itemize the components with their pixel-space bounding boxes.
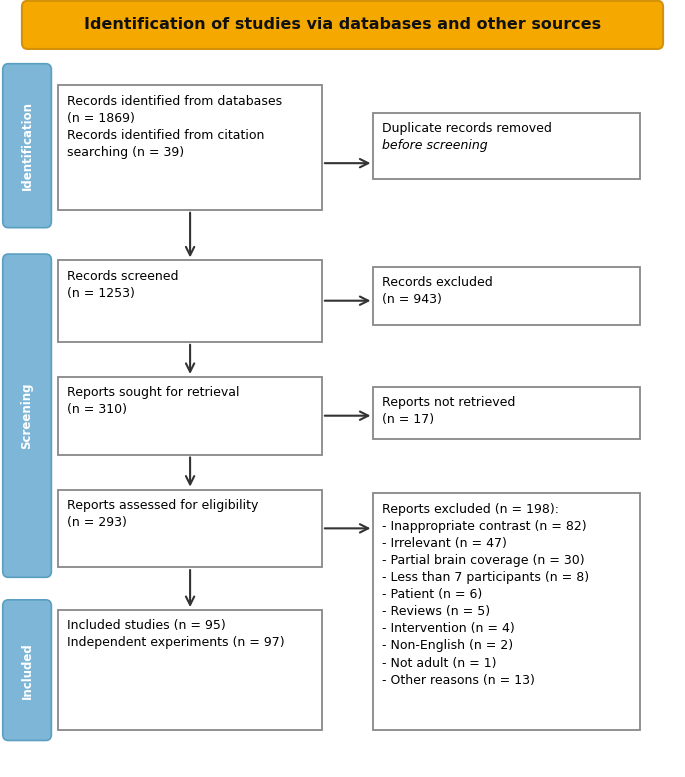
Text: (n = 1253): (n = 1253) (67, 287, 135, 300)
Bar (373, 493, 640, 730)
Text: - Reviews (n = 5): - Reviews (n = 5) (382, 605, 490, 618)
Text: Included studies (n = 95): Included studies (n = 95) (67, 619, 226, 632)
Text: (n = 293): (n = 293) (67, 516, 127, 529)
Text: Records identified from databases: Records identified from databases (67, 95, 282, 108)
Text: - Not adult (n = 1): - Not adult (n = 1) (382, 657, 497, 670)
Bar (58, 610, 322, 730)
Text: Duplicate records removed: Duplicate records removed (382, 122, 552, 135)
Text: before screening: before screening (382, 139, 488, 152)
FancyBboxPatch shape (3, 600, 51, 740)
Bar (58, 490, 322, 567)
Text: - Intervention (n = 4): - Intervention (n = 4) (382, 622, 515, 636)
FancyBboxPatch shape (22, 1, 663, 49)
Text: Reports assessed for eligibility: Reports assessed for eligibility (67, 499, 258, 512)
Bar (373, 387, 640, 439)
Text: (n = 17): (n = 17) (382, 413, 434, 427)
Text: (n = 310): (n = 310) (67, 403, 127, 416)
Bar (373, 267, 640, 325)
Text: - Other reasons (n = 13): - Other reasons (n = 13) (382, 674, 535, 687)
FancyBboxPatch shape (3, 254, 51, 577)
Text: Records screened: Records screened (67, 270, 179, 283)
Text: Identification: Identification (21, 101, 34, 190)
Text: - Partial brain coverage (n = 30): - Partial brain coverage (n = 30) (382, 554, 585, 567)
Bar (58, 85, 322, 210)
Bar (58, 377, 322, 455)
Text: - Non-English (n = 2): - Non-English (n = 2) (382, 639, 513, 653)
Text: Reports sought for retrieval: Reports sought for retrieval (67, 386, 240, 399)
FancyBboxPatch shape (3, 64, 51, 228)
Text: Records identified from citation: Records identified from citation (67, 129, 264, 142)
Text: - Patient (n = 6): - Patient (n = 6) (382, 588, 482, 601)
Bar (58, 260, 322, 342)
Text: Records excluded: Records excluded (382, 276, 493, 289)
Text: (n = 943): (n = 943) (382, 293, 442, 306)
Text: - Inappropriate contrast (n = 82): - Inappropriate contrast (n = 82) (382, 520, 587, 533)
Text: searching (n = 39): searching (n = 39) (67, 146, 184, 159)
Text: Independent experiments (n = 97): Independent experiments (n = 97) (67, 636, 285, 650)
Text: Identification of studies via databases and other sources: Identification of studies via databases … (84, 17, 601, 33)
Text: Reports not retrieved: Reports not retrieved (382, 396, 516, 409)
Text: - Less than 7 participants (n = 8): - Less than 7 participants (n = 8) (382, 571, 589, 584)
Text: Included: Included (21, 642, 34, 699)
Text: Screening: Screening (21, 382, 34, 449)
Bar (373, 113, 640, 179)
Text: (n = 1869): (n = 1869) (67, 112, 135, 125)
Text: - Irrelevant (n = 47): - Irrelevant (n = 47) (382, 537, 507, 550)
Text: Reports excluded (n = 198):: Reports excluded (n = 198): (382, 503, 559, 516)
